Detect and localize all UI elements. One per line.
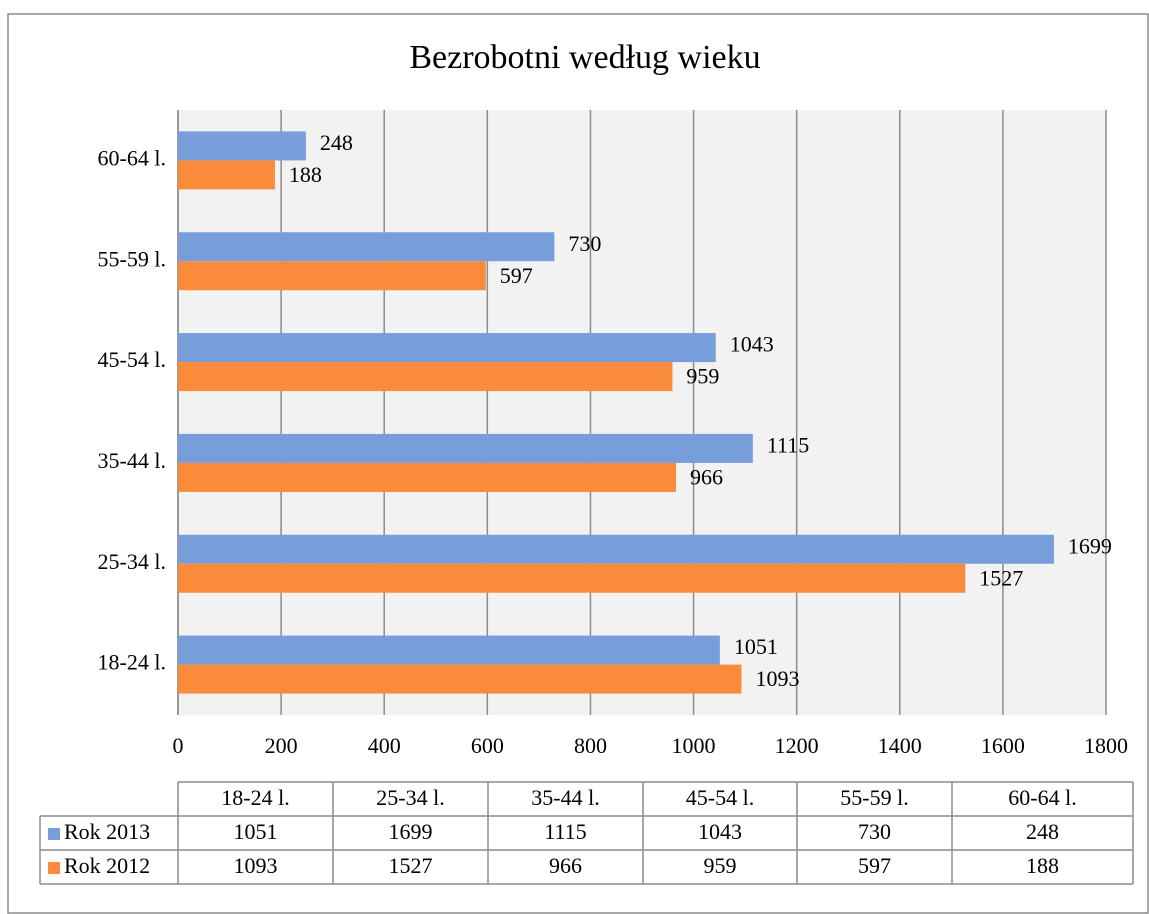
y-tick-label: 35-44 l. (98, 448, 166, 473)
table-cell: 248 (1026, 819, 1059, 844)
bar (178, 563, 966, 593)
table-cell: 730 (858, 819, 891, 844)
bar (178, 362, 673, 392)
bar (178, 462, 677, 492)
bar (178, 232, 555, 262)
bar (178, 664, 742, 694)
table-cell: 597 (858, 853, 891, 878)
x-tick-label: 200 (265, 733, 298, 758)
table-cell: 1051 (234, 819, 278, 844)
y-tick-label: 60-64 l. (98, 145, 166, 170)
table-cell: 1527 (389, 853, 433, 878)
data-label: 966 (690, 464, 723, 489)
table-cell: 959 (704, 853, 737, 878)
data-label: 1527 (979, 565, 1023, 590)
legend-label: Rok 2013 (64, 819, 150, 844)
table-cell: 1093 (234, 853, 278, 878)
data-label: 1093 (756, 666, 800, 691)
table-cell: 966 (549, 853, 582, 878)
table-header: 18-24 l. (221, 785, 289, 810)
x-tick-label: 1200 (775, 733, 819, 758)
x-tick-label: 1000 (672, 733, 716, 758)
table-header: 35-44 l. (531, 785, 599, 810)
data-label: 730 (568, 231, 601, 256)
legend-swatch (48, 828, 60, 840)
data-label: 248 (320, 130, 353, 155)
plot-area (178, 110, 1106, 715)
bar (178, 131, 306, 161)
bar (178, 333, 716, 363)
data-label: 959 (686, 364, 719, 389)
x-tick-label: 400 (368, 733, 401, 758)
bar (178, 635, 720, 665)
y-tick-label: 25-34 l. (98, 549, 166, 574)
table-header: 45-54 l. (686, 785, 754, 810)
data-label: 1115 (767, 432, 809, 457)
bar (178, 261, 486, 291)
bar (178, 534, 1054, 564)
y-tick-label: 55-59 l. (98, 246, 166, 271)
legend-swatch (48, 862, 60, 874)
y-tick-label: 18-24 l. (98, 650, 166, 675)
x-tick-label: 1800 (1084, 733, 1128, 758)
table-header: 60-64 l. (1008, 785, 1076, 810)
bar (178, 160, 275, 190)
data-label: 1699 (1068, 533, 1112, 558)
table-cell: 1115 (544, 819, 586, 844)
data-label: 1043 (730, 332, 774, 357)
table-header: 55-59 l. (840, 785, 908, 810)
x-tick-label: 600 (471, 733, 504, 758)
x-tick-label: 1600 (981, 733, 1025, 758)
bar (178, 433, 753, 463)
x-tick-label: 0 (173, 733, 184, 758)
table-cell: 1699 (389, 819, 433, 844)
table-header: 25-34 l. (376, 785, 444, 810)
legend-label: Rok 2012 (64, 853, 150, 878)
data-label: 188 (289, 162, 322, 187)
table-cell: 1043 (698, 819, 742, 844)
data-label: 597 (500, 263, 533, 288)
y-tick-label: 45-54 l. (98, 347, 166, 372)
table-cell: 188 (1026, 853, 1059, 878)
chart-title: Bezrobotni według wieku (409, 39, 760, 76)
x-tick-label: 800 (574, 733, 607, 758)
x-tick-label: 1400 (878, 733, 922, 758)
data-label: 1051 (734, 634, 778, 659)
